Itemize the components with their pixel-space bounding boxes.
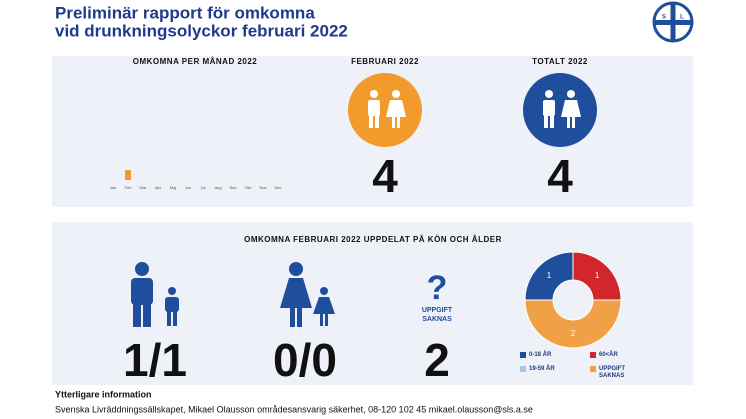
x-tick-label: Okt: [245, 185, 252, 190]
female-icons: [280, 262, 335, 327]
data-label: 1: [595, 271, 600, 280]
legend-label: 0-18 ÅR: [529, 351, 552, 358]
unknown-symbol: ?: [427, 269, 448, 307]
title-line: vid drunkningsolyckor februari 2022: [55, 21, 348, 40]
legend-swatch: [520, 366, 526, 372]
unknown-label: UPPGIFT SAKNAS: [421, 307, 453, 323]
unknown-count: 2: [424, 334, 450, 386]
legend-label: UPPGIFT SAKNAS: [599, 365, 626, 379]
section-title: OMKOMNA FEBRUARI 2022 UPPDELAT PÅ KÖN OC…: [244, 235, 502, 244]
x-tick-label: Jul: [200, 185, 205, 190]
footer-contact: Svenska Livräddningssällskapet, Mikael O…: [55, 404, 533, 414]
logo-letter: S: [671, 31, 675, 37]
donut-segment: [524, 251, 574, 301]
section-title: OMKOMNA PER MÅNAD 2022: [133, 57, 258, 66]
bar: [125, 170, 131, 180]
data-label: 1: [547, 271, 552, 280]
logo-letter: L: [680, 15, 684, 21]
section-title: FEBRUARI 2022: [351, 57, 419, 66]
x-tick-label: Jan: [110, 185, 116, 190]
x-tick-label: Jun: [185, 185, 191, 190]
x-tick-label: Mar: [140, 185, 148, 190]
total-count: 4: [547, 150, 573, 202]
legend-swatch: [590, 366, 596, 372]
month-count: 4: [372, 150, 398, 202]
female-count: 0/0: [273, 334, 337, 386]
male-count: 1/1: [123, 334, 187, 386]
x-tick-label: Aug: [214, 185, 221, 190]
icon-circle: [348, 73, 422, 147]
legend-swatch: [590, 352, 596, 358]
legend-swatch: [520, 352, 526, 358]
x-tick-label: Nov: [259, 185, 266, 190]
x-tick-label: Dec: [274, 185, 281, 190]
male-icons: [131, 262, 179, 327]
icon-circle: [523, 73, 597, 147]
people-icon: [368, 90, 581, 128]
logo-cross: [670, 4, 676, 40]
data-label: 2: [571, 329, 576, 338]
donut-segment: [572, 251, 622, 301]
title-line: Preliminär rapport för omkomna: [55, 3, 315, 22]
section-title: TOTALT 2022: [532, 57, 588, 66]
legend-label: 60<ÅR: [599, 351, 618, 358]
legend-label: 19-59 ÅR: [529, 365, 555, 372]
x-tick-label: Feb: [125, 185, 133, 190]
x-tick-label: Sep: [229, 185, 237, 190]
donut-segment: [524, 299, 622, 349]
footer-heading: Ytterligare information: [55, 389, 152, 399]
logo-letter: S: [662, 15, 666, 21]
panel: [52, 222, 693, 385]
x-tick-label: Apr: [155, 185, 162, 190]
x-tick-label: Maj: [170, 185, 177, 190]
